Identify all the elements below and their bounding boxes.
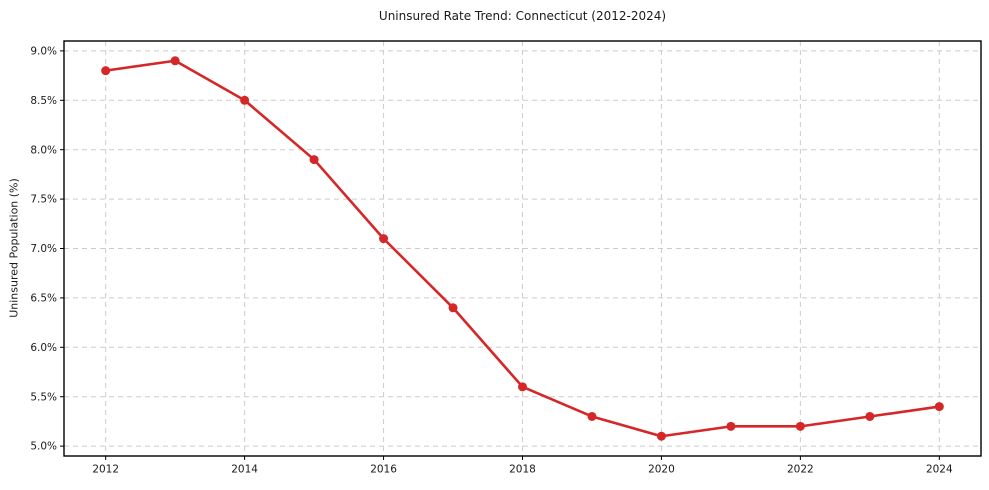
chart-title: Uninsured Rate Trend: Connecticut (2012-… [378,9,667,23]
y-tick-label: 7.5% [30,194,57,206]
x-tick-label: 2014 [231,464,258,476]
x-tick-label: 2012 [92,464,119,476]
y-tick-label: 9.0% [30,45,57,57]
x-tick-label: 2018 [509,464,536,476]
data-point-marker [587,411,597,421]
data-point-marker [101,66,111,76]
data-point-marker [240,95,250,105]
data-point-marker [934,402,944,412]
y-tick-label: 5.5% [30,391,57,403]
data-point-marker [170,56,180,66]
data-point-marker [795,421,805,431]
y-tick-label: 6.5% [30,293,57,305]
data-point-marker [448,303,458,313]
data-point-marker [518,382,527,392]
y-tick-label: 8.5% [30,95,57,107]
data-point-marker [865,411,875,421]
x-tick-label: 2020 [648,464,675,476]
x-tick-label: 2016 [370,464,397,476]
y-tick-label: 8.0% [30,144,57,156]
data-point-marker [309,155,319,165]
y-tick-label: 6.0% [30,342,57,354]
y-tick-label: 7.0% [30,243,57,255]
y-axis-label: Uninsured Population (%) [7,178,21,318]
data-point-marker [379,234,389,244]
data-point-marker [726,421,736,431]
x-tick-label: 2022 [787,464,814,476]
y-tick-label: 5.0% [30,441,57,453]
x-tick-label: 2024 [926,464,953,476]
data-point-marker [656,431,666,441]
